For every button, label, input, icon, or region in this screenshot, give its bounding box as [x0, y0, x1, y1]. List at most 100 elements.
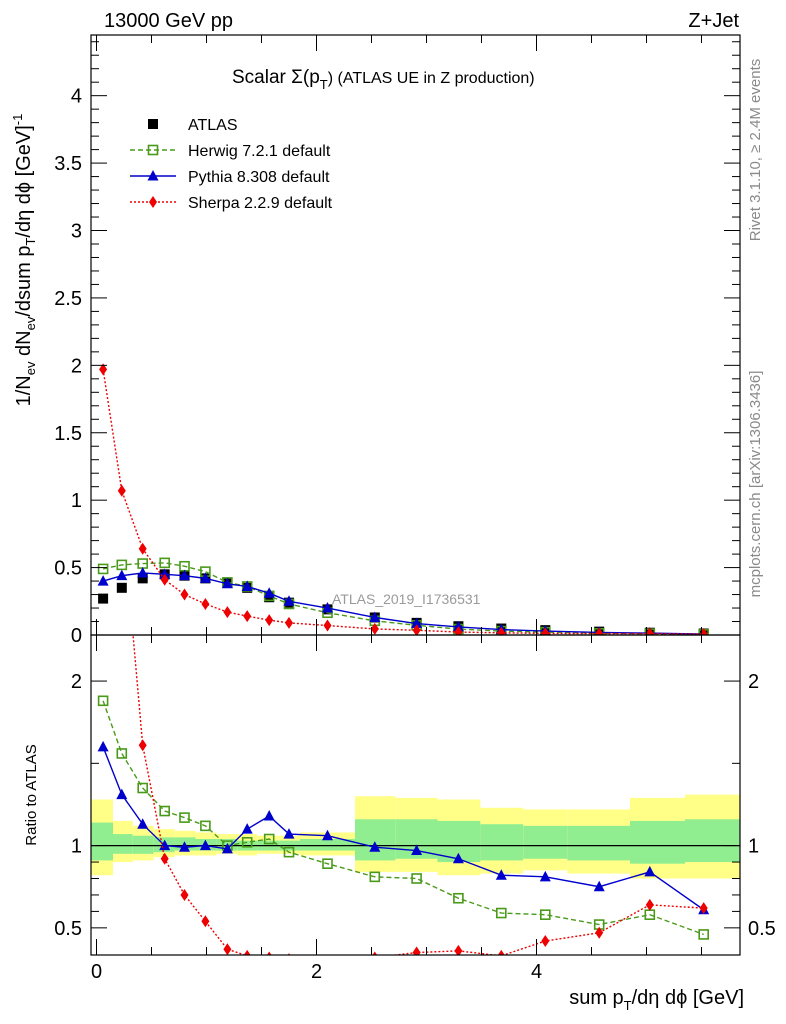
- main-y-tick-label: 1.5: [54, 423, 82, 445]
- uncertainty-band-stat: [91, 822, 113, 861]
- data-point: [221, 577, 233, 589]
- uncertainty-band-stat: [523, 825, 568, 859]
- legend-marker: [147, 170, 159, 181]
- main-y-tick-label: 4: [71, 86, 82, 108]
- ratio-series-sherpa-2-2-9-default: [118, 501, 708, 955]
- ratio-point: [221, 842, 233, 854]
- data-point: [265, 614, 274, 627]
- ratio-point: [539, 870, 551, 882]
- ratio-point: [454, 944, 463, 955]
- ratio-point: [644, 865, 656, 877]
- legend-item-sherpa-2-2-9-default: Sherpa 2.2.9 default: [130, 195, 333, 212]
- ratio-point: [241, 823, 253, 834]
- ratio-point: [199, 839, 211, 851]
- data-point: [179, 569, 190, 581]
- ratio-point: [116, 788, 128, 800]
- data-point: [138, 542, 147, 555]
- analysis-watermark: ATLAS_2019_I1736531: [332, 591, 481, 607]
- legend-item-pythia-8-308-default: Pythia 8.308 default: [130, 169, 330, 186]
- main-y-tick-label: 3: [71, 221, 82, 243]
- ratio-point: [243, 949, 251, 955]
- main-y-tick-label: 0.5: [54, 558, 82, 580]
- data-point: [199, 572, 211, 583]
- ratio-point: [411, 873, 422, 884]
- main-y-tick-label: 0: [71, 625, 82, 647]
- ratio-point: [645, 898, 654, 911]
- data-point: [117, 484, 126, 497]
- data-point: [595, 627, 604, 635]
- ratio-point: [372, 951, 378, 955]
- data-point: [201, 597, 210, 610]
- ratio-point: [180, 888, 189, 901]
- ratio-point: [539, 909, 551, 920]
- data-point: [454, 626, 463, 635]
- ratio-frame: [90, 634, 741, 956]
- rivet-label: Rivet 3.1.10, ≥ 2.4M events: [747, 59, 764, 242]
- data-point: [241, 580, 253, 591]
- ratio-point: [179, 812, 190, 823]
- legend-item-herwig-7-2-1-default: Herwig 7.2.1 default: [130, 143, 331, 160]
- ratio-point: [137, 782, 148, 794]
- uncertainty-band-stat: [685, 819, 740, 863]
- ratio-point: [698, 929, 710, 940]
- ratio-y-axis-label: Ratio to ATLAS: [23, 744, 40, 845]
- uncertainty-band-stat: [567, 825, 630, 861]
- main-y-tick-label: 3.5: [54, 153, 82, 175]
- data-point: [243, 610, 252, 623]
- ratio-point: [453, 892, 464, 904]
- legend-item-atlas: ATLAS: [148, 117, 238, 134]
- data-point: [412, 624, 421, 635]
- legend-label: Pythia 8.308 default: [188, 169, 330, 186]
- data-point: [180, 588, 189, 601]
- ratio-point: [541, 935, 550, 948]
- ratio-point: [595, 926, 604, 939]
- series-sherpa-2-2-9-default: [99, 363, 708, 635]
- ratio-point: [322, 858, 333, 869]
- ratio-point: [283, 846, 295, 858]
- ratio-y-tick-label: 2: [71, 671, 82, 693]
- uncertainty-band-stat: [113, 834, 133, 854]
- data-point: [116, 559, 128, 571]
- uncertainty-band-stat: [300, 839, 355, 851]
- data-point: [98, 593, 109, 604]
- data-point: [323, 619, 332, 632]
- legend-marker: [148, 119, 158, 129]
- legend-label: Sherpa 2.2.9 default: [188, 195, 333, 212]
- ratio-point: [699, 902, 708, 915]
- ratio-point: [118, 501, 126, 513]
- ratio-point: [179, 841, 190, 852]
- mcplots-label: mcplots.cern.ch [arXiv:1306.3436]: [747, 371, 764, 598]
- ratio-y-tick-label-right: 0.5: [748, 918, 776, 940]
- ratio-point: [283, 828, 295, 839]
- main-panel: 0 0.5 1 1.5 2 2.5 3 3.5 4 Scalar Σ(pT) (ATLAS UE…: [10, 34, 741, 647]
- data-point: [97, 563, 109, 575]
- ratio-point: [327, 954, 328, 955]
- x-tick-label: 0: [91, 961, 102, 983]
- data-point: [97, 575, 109, 586]
- main-y-tick-label: 2.5: [54, 288, 82, 310]
- ratio-series-pythia-8-308-default: [97, 740, 710, 915]
- data-point: [285, 616, 293, 629]
- data-point: [223, 606, 232, 619]
- ratio-point: [411, 844, 423, 856]
- ratio-point: [159, 805, 170, 817]
- ratio-y-tick-label: 0.5: [54, 918, 82, 940]
- legend: ATLAS Herwig 7.2.1 default Pythia 8.308 de…: [130, 117, 333, 212]
- ratio-line: [102, 700, 704, 936]
- uncertainty-band-stat: [355, 819, 396, 861]
- ratio-y-tick-label-right: 1: [748, 836, 759, 858]
- data-point: [370, 622, 379, 635]
- data-point: [116, 569, 128, 581]
- main-y-tick-label: 1: [71, 490, 82, 512]
- ratio-point: [97, 695, 109, 707]
- ratio-point: [369, 871, 381, 883]
- x-tick-label: 2: [311, 961, 322, 983]
- uncertainty-band-stat: [630, 820, 685, 864]
- data-point: [411, 617, 423, 629]
- legend-marker: [149, 196, 157, 208]
- uncertainty-band-stat: [132, 835, 154, 854]
- data-point: [369, 611, 381, 622]
- ratio-point: [160, 852, 169, 865]
- main-y-tick-label: 2: [71, 355, 82, 377]
